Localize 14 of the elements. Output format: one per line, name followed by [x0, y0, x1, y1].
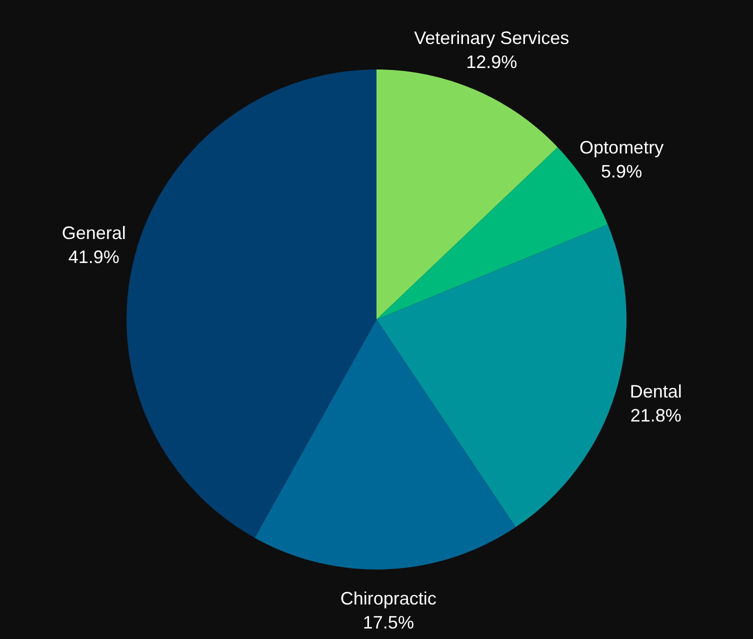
pie-slice [126, 70, 376, 538]
data-label: 21.8% [630, 405, 682, 426]
slice-label: Dental [630, 381, 682, 402]
slice-label: General [62, 222, 126, 243]
data-label: 41.9% [68, 246, 120, 267]
data-label: 17.5% [362, 612, 414, 632]
pie-slice [376, 224, 626, 528]
slice-label: Chiropractic [340, 588, 436, 608]
slice-label: Optometry [580, 138, 664, 158]
data-label: 12.9% [466, 52, 518, 72]
pie-slice [254, 320, 516, 570]
slice-label: Veterinary Services [414, 28, 570, 48]
data-label: 5.9% [601, 162, 642, 182]
pie-slice [376, 70, 558, 320]
